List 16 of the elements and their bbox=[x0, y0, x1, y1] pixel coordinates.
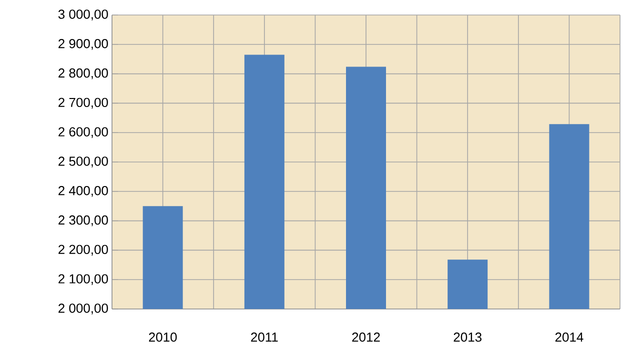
y-tick-label: 2 800,00 bbox=[58, 68, 108, 80]
y-tick-label: 2 400,00 bbox=[58, 186, 108, 197]
x-tick-label: 2014 bbox=[555, 332, 584, 342]
y-tick-label: 2 100,00 bbox=[58, 274, 108, 285]
y-tick-label: 2 200,00 bbox=[58, 244, 108, 256]
x-tick-label: 2013 bbox=[454, 332, 482, 342]
y-tick-label: 2 300,00 bbox=[58, 215, 108, 226]
y-tick-label: 2 900,00 bbox=[58, 39, 108, 50]
y-tick-label: 2 000,00 bbox=[58, 304, 108, 314]
y-tick-label: 2 600,00 bbox=[58, 127, 108, 138]
y-tick-label: 3 000,00 bbox=[58, 10, 108, 20]
x-tick-label: 2010 bbox=[149, 332, 177, 342]
y-tick-label: 2 500,00 bbox=[58, 156, 108, 168]
x-tick-label: 2012 bbox=[352, 332, 380, 342]
x-tick-label: 2011 bbox=[251, 332, 278, 342]
y-tick-label: 2 700,00 bbox=[58, 98, 108, 109]
